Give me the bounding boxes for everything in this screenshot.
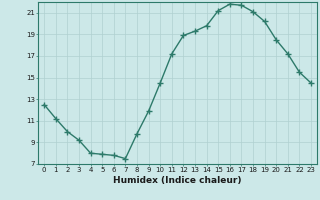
X-axis label: Humidex (Indice chaleur): Humidex (Indice chaleur)	[113, 176, 242, 185]
